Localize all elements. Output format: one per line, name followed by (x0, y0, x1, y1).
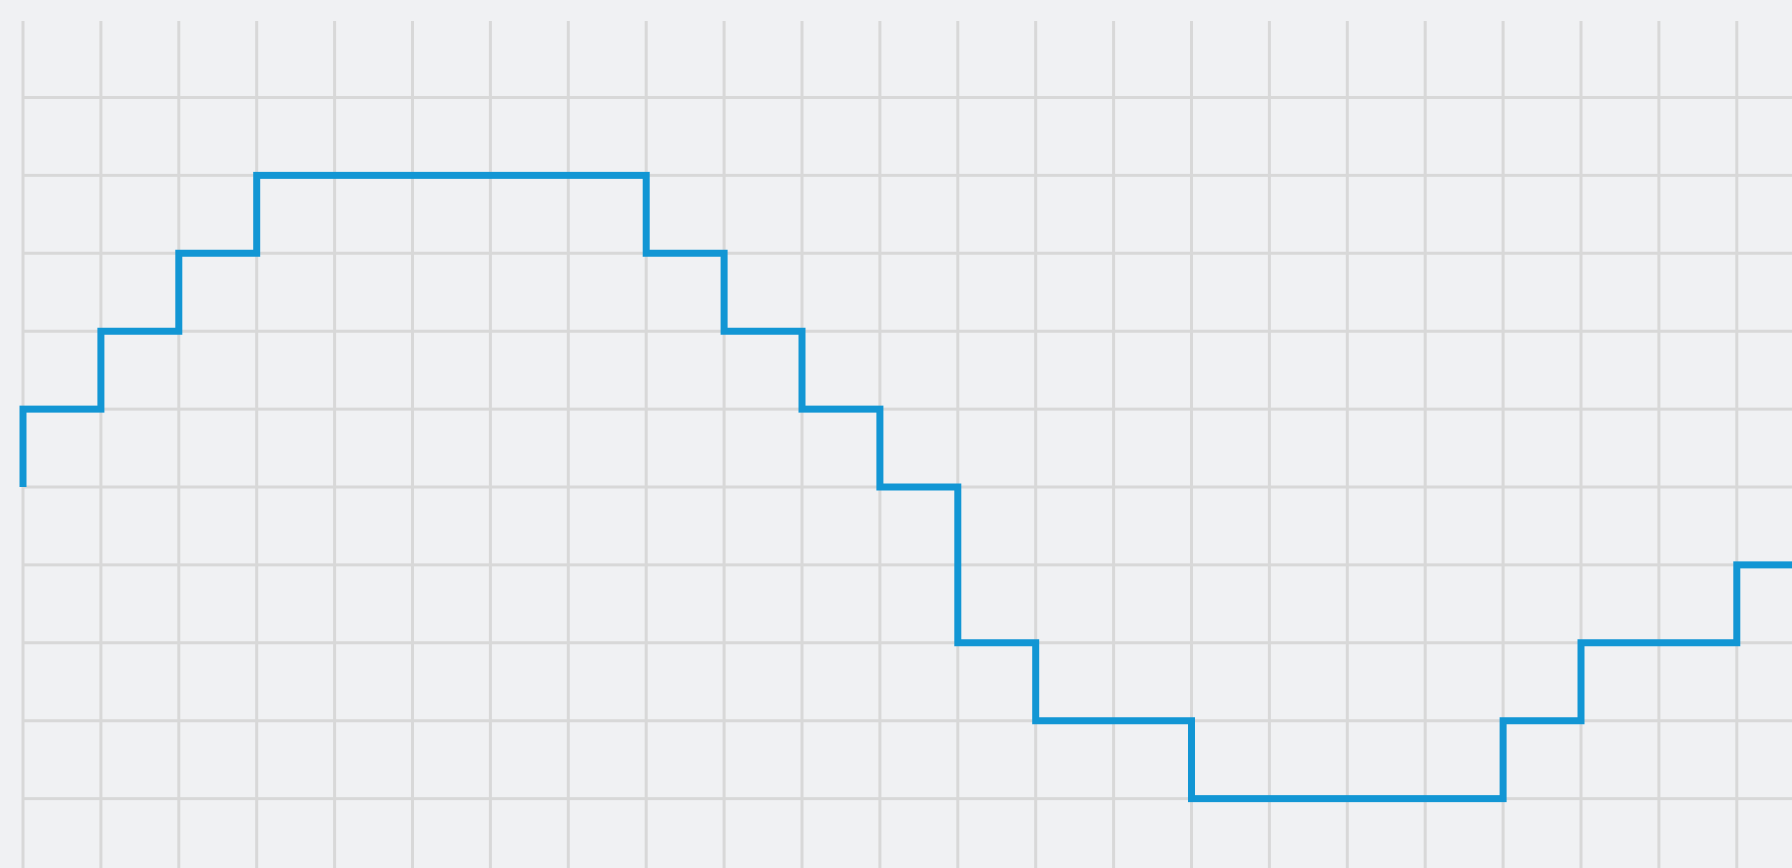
series-layer (19, 171, 1792, 803)
series-line-0 (19, 171, 1792, 803)
grid (21, 21, 1792, 868)
